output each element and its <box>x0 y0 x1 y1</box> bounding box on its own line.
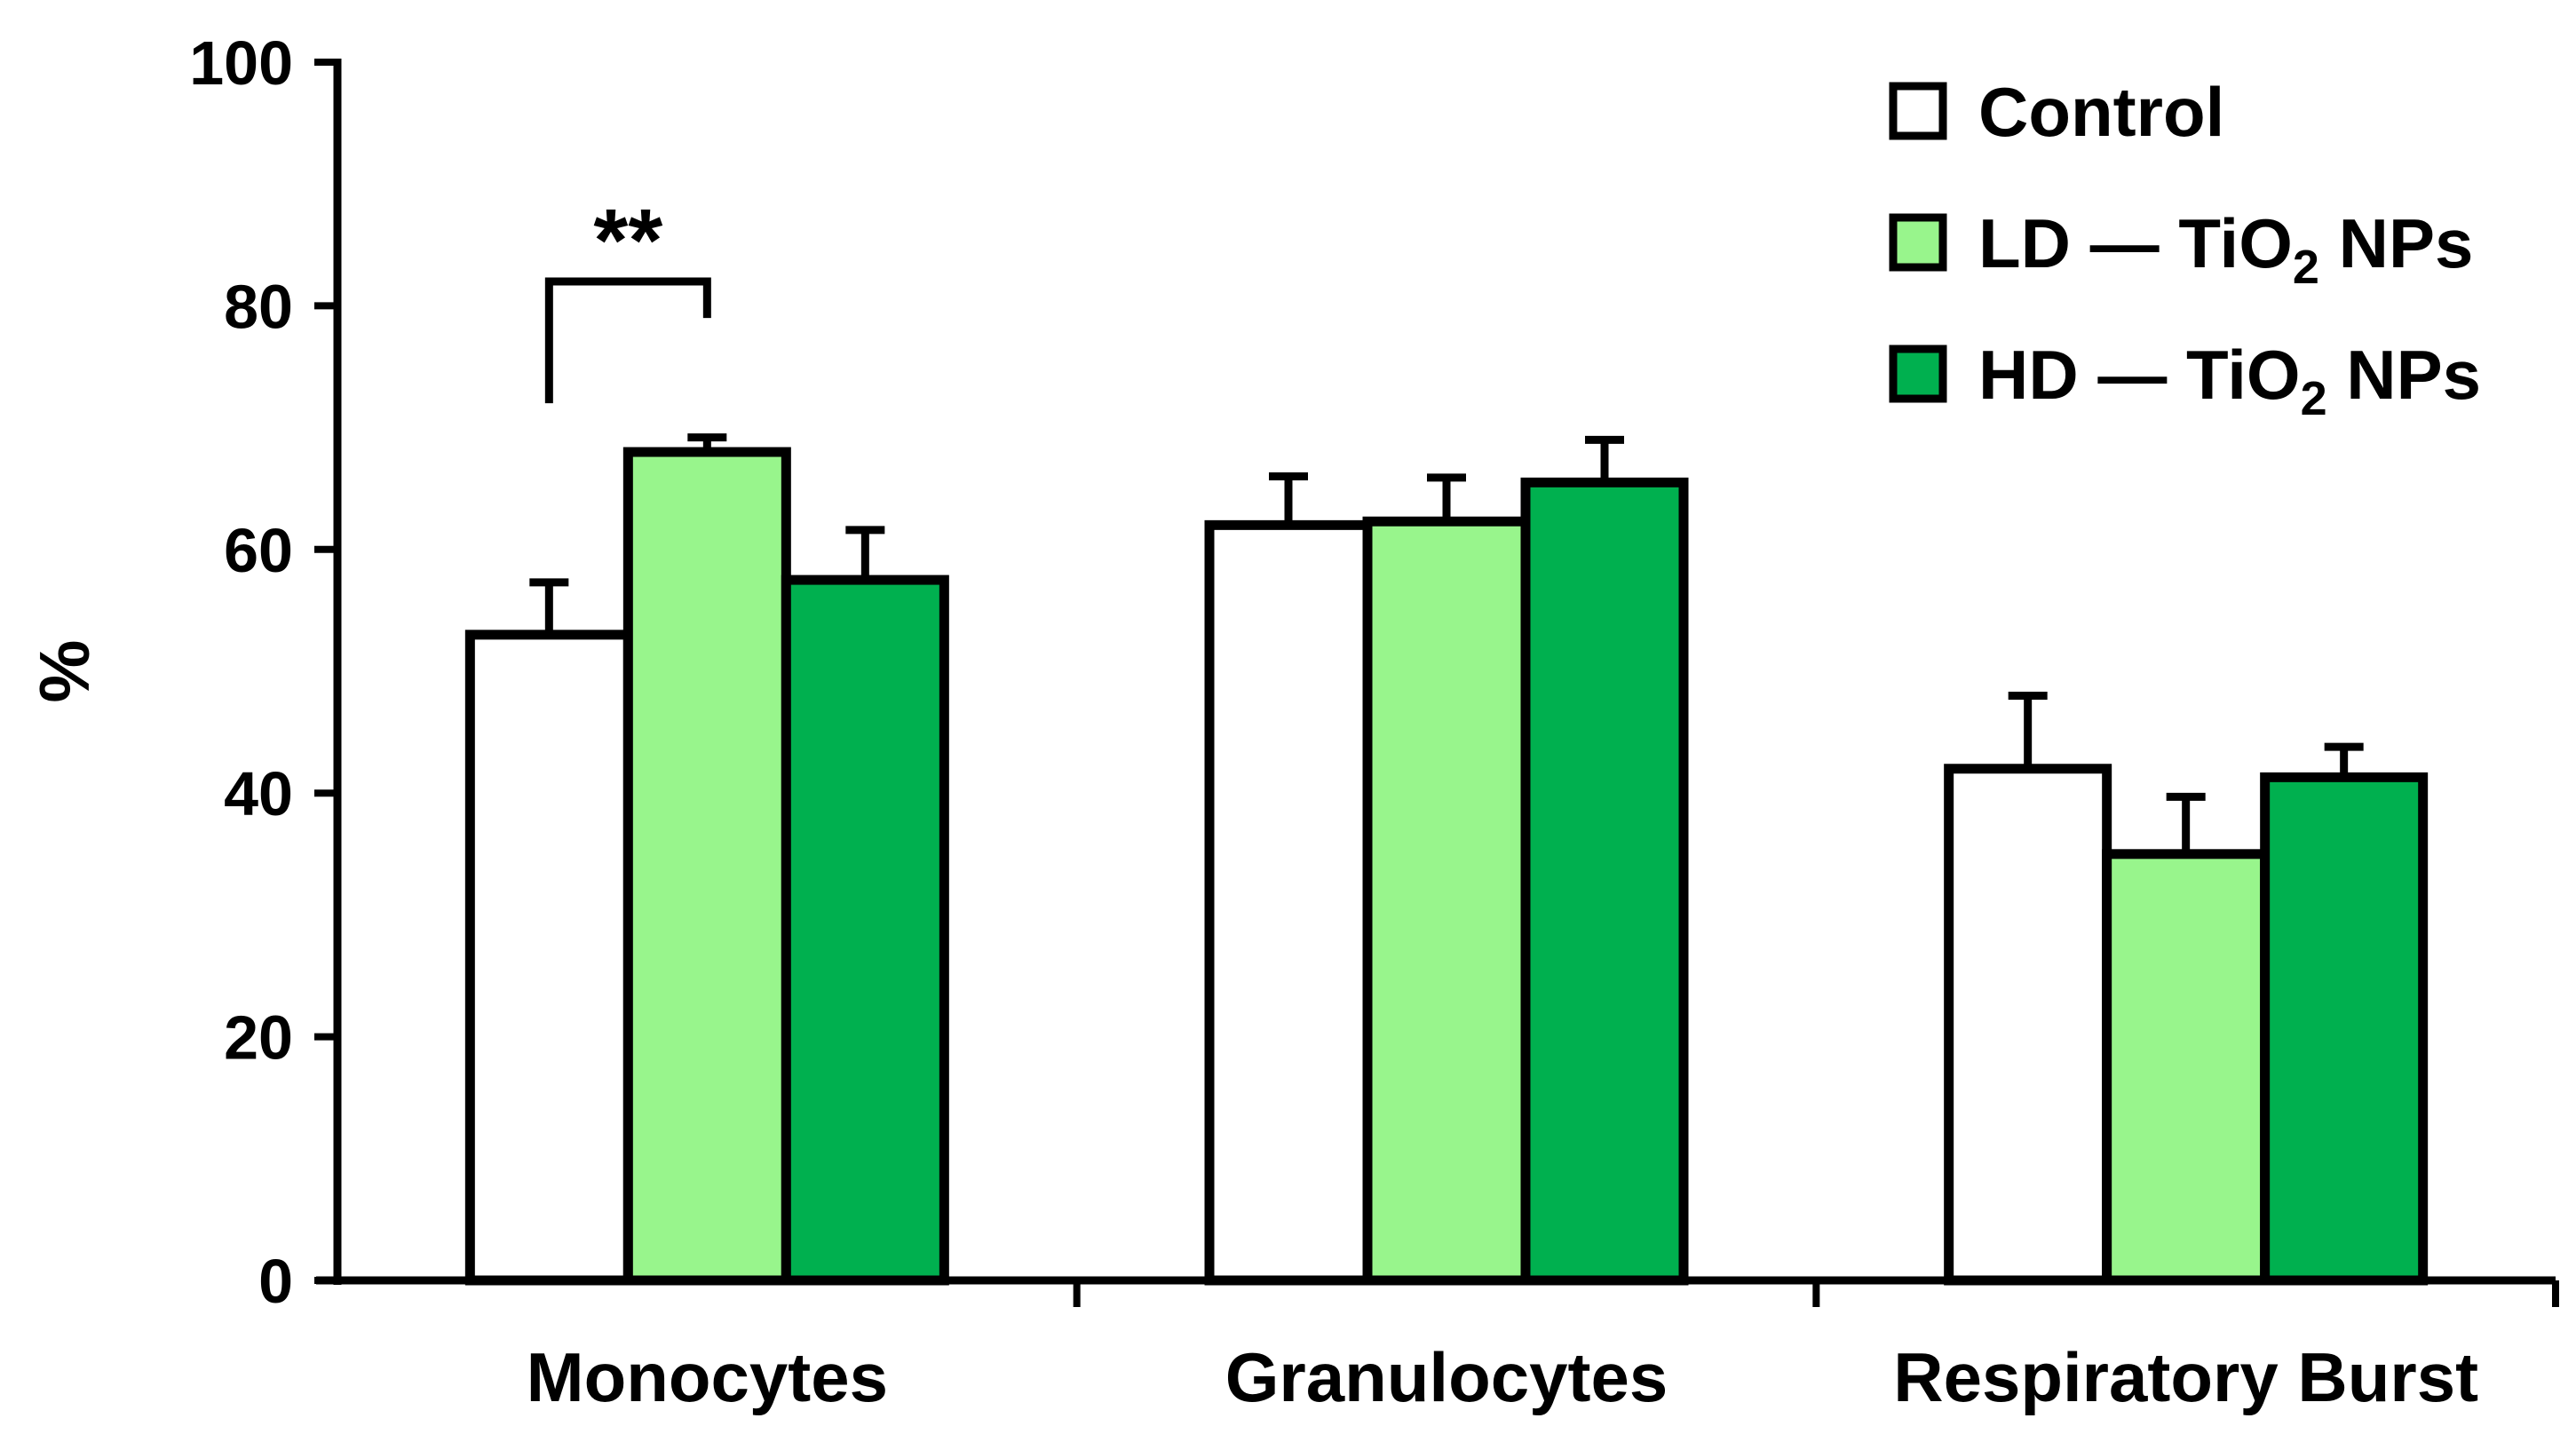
bar-granulocytes-s2 <box>1520 477 1689 1286</box>
y-tick-label: 100 <box>189 28 293 98</box>
category-label: Respiratory Burst <box>1893 1338 2478 1416</box>
significance-bracket <box>544 277 711 404</box>
legend-subscript: 2 <box>2301 372 2327 425</box>
legend-text-part: LD — TiO <box>1978 204 2293 282</box>
y-axis-title: % <box>25 639 104 702</box>
legend-text-part: HD — TiO <box>1978 336 2301 414</box>
category-label: Granulocytes <box>1225 1338 1668 1416</box>
bar-respiratory-burst-s2 <box>2260 772 2429 1286</box>
y-tick-label: 40 <box>224 759 293 828</box>
y-tick-label: 0 <box>258 1247 293 1316</box>
y-tick-label: 80 <box>224 272 293 341</box>
significance-annotation: ** <box>544 191 711 404</box>
bar-respiratory-burst-s1 <box>2102 849 2271 1286</box>
labels-layer: 0 20 40 60 80 100 Monocytes Granulocytes Respira… <box>25 28 2478 1416</box>
legend-text-part: NPs <box>2319 204 2473 282</box>
bar-monocytes-s0 <box>464 630 633 1286</box>
legend-label-s1: LD — TiO2 NPs <box>1978 204 2473 294</box>
bar-monocytes-s2 <box>781 574 949 1286</box>
legend-swatch-s0 <box>1889 82 1947 140</box>
legend-swatch-s1 <box>1889 213 1947 272</box>
bar-respiratory-burst-s0 <box>1944 764 2112 1286</box>
legend-label-s0: Control <box>1978 73 2224 151</box>
legend-text-part: NPs <box>2327 336 2481 414</box>
category-label: Monocytes <box>527 1338 888 1416</box>
legend-text-part: Control <box>1978 73 2224 151</box>
y-tick-label: 20 <box>224 1003 293 1073</box>
y-tick-label: 60 <box>224 516 293 585</box>
bar-granulocytes-s0 <box>1204 519 1373 1286</box>
bar-monocytes-s1 <box>622 447 791 1286</box>
legend-label-s2: HD — TiO2 NPs <box>1978 336 2481 425</box>
significance-asterisks: ** <box>593 191 662 290</box>
bars-layer <box>464 433 2429 1286</box>
legend-subscript: 2 <box>2293 241 2319 294</box>
bar-granulocytes-s1 <box>1362 516 1531 1286</box>
axes-layer <box>314 59 2559 1307</box>
legend-swatch-s2 <box>1889 345 1947 403</box>
